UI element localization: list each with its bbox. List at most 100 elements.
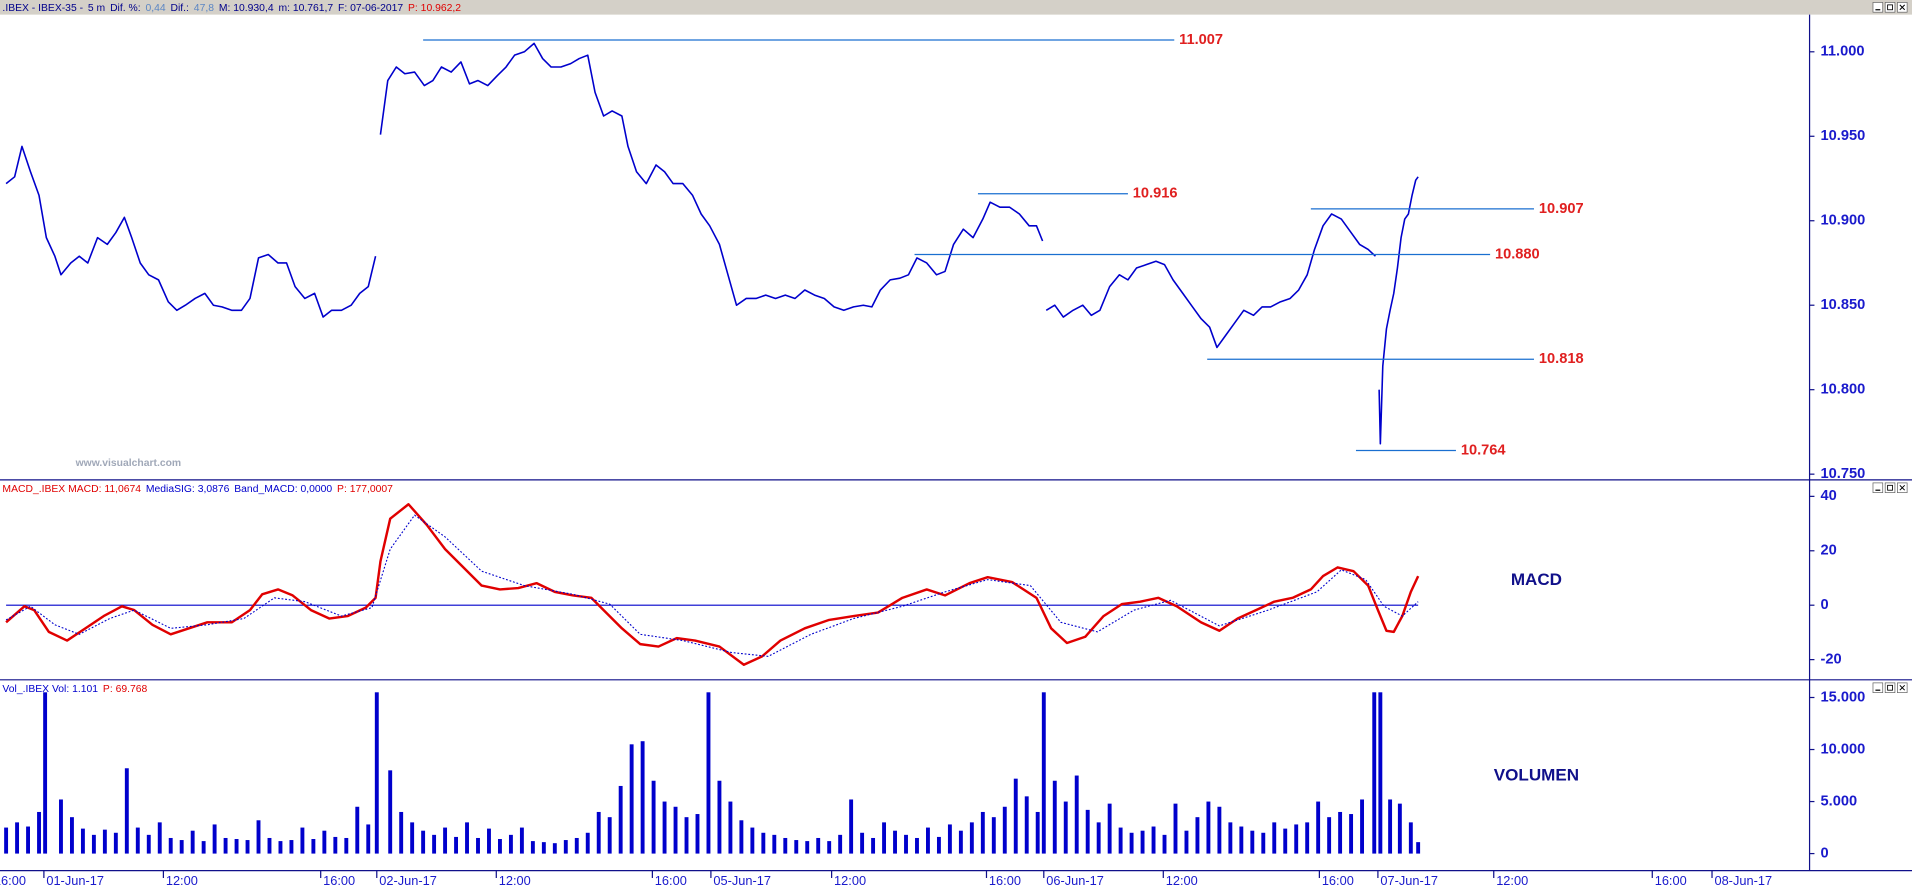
x-tick-label: 12:00 [1166, 873, 1198, 888]
x-tick-label: 16:00 [1655, 873, 1687, 888]
x-tick-label: 06-Jun-17 [1046, 873, 1104, 888]
volume-bar [662, 801, 667, 854]
maximize-icon [1887, 4, 1893, 11]
maximize-button[interactable] [1884, 682, 1896, 693]
panel-plot [5, 42, 1419, 445]
header-text: .IBEX - IBEX-35 - 5 m Dif. %: 0,44 Dif.: 47,8… [2, 3, 461, 14]
volume-bar [1085, 809, 1090, 854]
volume-bar [783, 837, 788, 854]
volume-bar [1035, 811, 1040, 854]
minimize-button[interactable] [1872, 482, 1884, 494]
volume-bar [805, 841, 810, 854]
level-label: 11.007 [1179, 32, 1223, 48]
minimize-button[interactable] [1872, 2, 1884, 13]
volume-bar [980, 811, 985, 854]
window-buttons[interactable] [1872, 2, 1908, 13]
volume-bar [1283, 828, 1288, 854]
volume-bar [893, 830, 897, 854]
legend-part: P: 69.768 [103, 684, 148, 695]
volume-bar [4, 827, 9, 854]
panel-label: MACD [1511, 570, 1562, 589]
volume-bar [1217, 806, 1222, 854]
volume-bar [607, 817, 612, 854]
y-tick-label: 5.000 [1821, 793, 1858, 809]
volume-bar [1388, 799, 1393, 854]
volume-bar [882, 822, 887, 854]
volume-bar [1305, 822, 1310, 854]
volume-bar [871, 837, 876, 854]
volume-bar [102, 829, 107, 854]
volume-bar [388, 770, 393, 854]
volume-bar [1338, 811, 1343, 854]
volume-bar [1327, 817, 1332, 854]
y-tick-label: 40 [1821, 488, 1837, 504]
volume-bar [399, 811, 404, 854]
volume-bar [487, 828, 491, 854]
volume-bar [1239, 826, 1244, 854]
volume-bar [695, 814, 700, 854]
volume-bar [750, 827, 755, 854]
volume-bar [772, 834, 777, 854]
volume-bar [15, 822, 20, 854]
volume-bar [146, 834, 151, 854]
minimize-button[interactable] [1872, 682, 1884, 693]
x-tick-label: 08-Jun-17 [1714, 873, 1772, 888]
volume-bar [1261, 832, 1266, 854]
volume-bar [69, 817, 74, 854]
volume-bar [1272, 822, 1277, 854]
volume-bar [585, 832, 590, 854]
header-part: Dif. %: [110, 3, 141, 14]
level-label: 10.764 [1461, 442, 1507, 458]
y-tick-label: 20 [1821, 543, 1837, 559]
data-line [5, 514, 1419, 657]
level-label: 10.818 [1539, 351, 1584, 367]
volume-bar [827, 841, 832, 854]
volume-bar [256, 820, 261, 854]
volume-bar [651, 780, 656, 854]
window-buttons[interactable] [1872, 482, 1908, 494]
volume-bar [366, 824, 371, 854]
volume-bar [563, 840, 568, 854]
x-tick-label: 12:00 [834, 873, 866, 888]
y-tick-label: -20 [1821, 651, 1842, 667]
volume-bar [904, 834, 908, 854]
volume-bar [1129, 832, 1134, 854]
volume-bar [1416, 842, 1421, 854]
volume-bar [80, 828, 85, 854]
volume-bar [739, 820, 744, 854]
y-tick-label: 10.900 [1821, 213, 1866, 229]
volume-bar [969, 822, 974, 854]
volume-bar [1228, 822, 1233, 854]
volume-bar [157, 822, 162, 854]
level-label: 10.880 [1495, 246, 1540, 262]
x-tick-label: 16:00 [989, 873, 1021, 888]
volume-bar [432, 834, 437, 854]
volume-bar [508, 834, 513, 854]
volume-bar [1107, 803, 1112, 854]
maximize-button[interactable] [1884, 482, 1896, 494]
volume-bar [1195, 817, 1200, 854]
volume-bar [1096, 822, 1101, 854]
legend-part: MACD_.IBEX MACD: 11,0674 [2, 484, 141, 495]
volume-bar [1408, 822, 1413, 854]
volume-bar [596, 811, 601, 854]
volume-bar [1162, 834, 1167, 854]
volume-bar [278, 841, 283, 854]
window-buttons[interactable] [1872, 682, 1908, 693]
volume-bar [443, 827, 448, 854]
volume-bar [640, 741, 645, 854]
panel-label: VOLUMEN [1494, 766, 1579, 785]
header-part: P: 10.962,2 [408, 3, 461, 14]
volume-bar [374, 692, 379, 854]
volume-bar [1294, 824, 1299, 854]
maximize-button[interactable] [1884, 2, 1896, 13]
header-part: .IBEX - IBEX-35 - [2, 3, 83, 14]
volume-bar [59, 799, 63, 854]
title-bar [0, 0, 1912, 15]
volume-bar [454, 836, 459, 854]
y-tick-label: 10.850 [1821, 297, 1866, 313]
y-tick-label: 0 [1821, 845, 1829, 861]
volume-bar [1063, 801, 1068, 854]
volume-bar [201, 841, 206, 854]
